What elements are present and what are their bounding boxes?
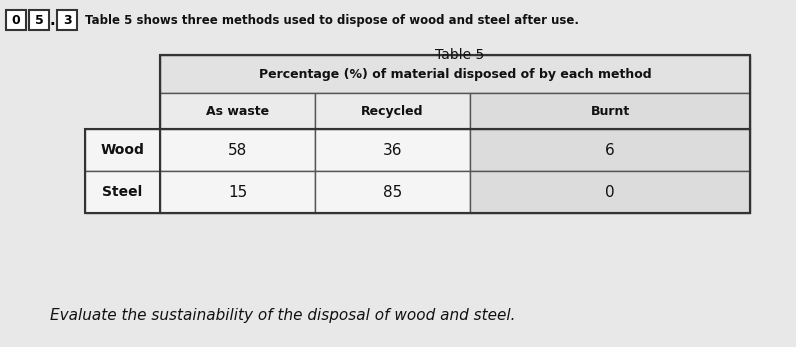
Text: Table 5 shows three methods used to dispose of wood and steel after use.: Table 5 shows three methods used to disp…: [85, 14, 579, 26]
Text: As waste: As waste: [206, 104, 269, 118]
Bar: [470, 171, 750, 213]
Text: Steel: Steel: [103, 185, 142, 199]
Text: .: .: [49, 12, 55, 27]
Bar: [160, 93, 315, 129]
Bar: [315, 171, 470, 213]
Text: 6: 6: [605, 143, 615, 158]
Bar: [160, 55, 750, 93]
Text: 58: 58: [228, 143, 247, 158]
Text: 85: 85: [383, 185, 402, 200]
Bar: [160, 55, 750, 129]
Bar: [85, 129, 160, 171]
Text: Table 5: Table 5: [435, 48, 485, 62]
Bar: [160, 55, 750, 213]
Text: 3: 3: [63, 14, 72, 26]
Text: 36: 36: [383, 143, 402, 158]
Text: 0: 0: [605, 185, 615, 200]
Text: Percentage (%) of material disposed of by each method: Percentage (%) of material disposed of b…: [259, 68, 651, 81]
Text: Recycled: Recycled: [361, 104, 423, 118]
Bar: [470, 93, 750, 129]
FancyBboxPatch shape: [57, 10, 77, 30]
Bar: [85, 129, 750, 213]
Bar: [85, 171, 160, 213]
Bar: [315, 93, 470, 129]
FancyBboxPatch shape: [6, 10, 26, 30]
Text: Wood: Wood: [100, 143, 144, 157]
Bar: [160, 129, 315, 171]
Text: Evaluate the sustainability of the disposal of wood and steel.: Evaluate the sustainability of the dispo…: [50, 308, 516, 323]
Bar: [160, 171, 315, 213]
Bar: [315, 129, 470, 171]
Text: 0: 0: [12, 14, 21, 26]
Text: Burnt: Burnt: [591, 104, 630, 118]
FancyBboxPatch shape: [29, 10, 49, 30]
Bar: [470, 129, 750, 171]
Text: 15: 15: [228, 185, 247, 200]
Text: 5: 5: [34, 14, 43, 26]
